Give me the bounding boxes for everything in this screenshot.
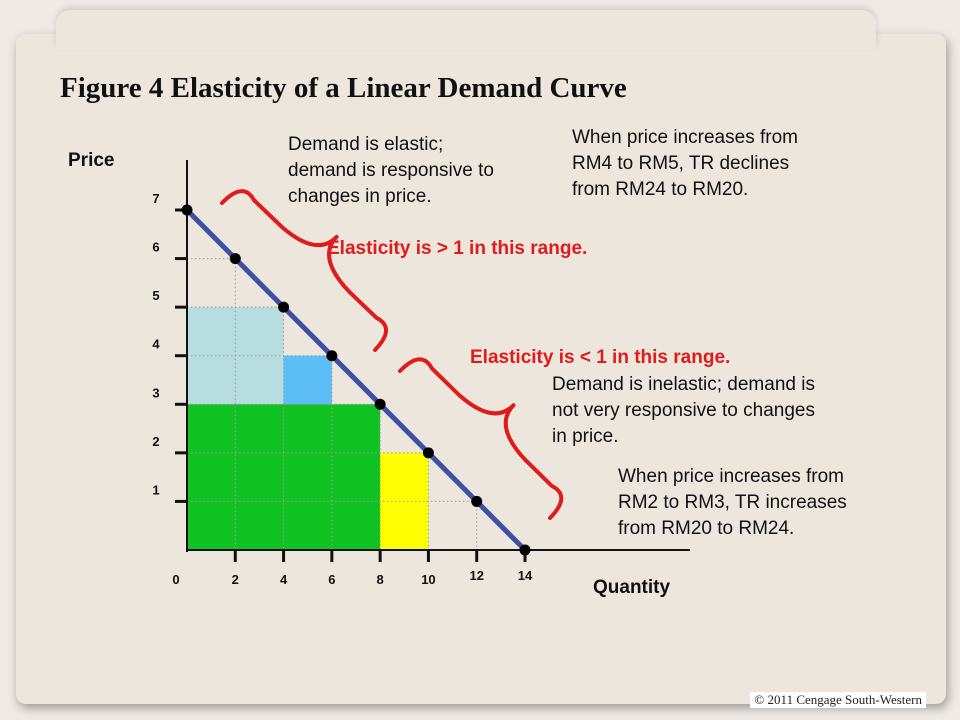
- elastic-range-brace: [220, 189, 389, 352]
- x-tick-label-2: 2: [232, 572, 239, 587]
- inelastic-range-label: Elasticity is < 1 in this range.: [470, 347, 731, 368]
- demand-point-4: [374, 398, 386, 410]
- inelastic-note-line-3: in price.: [552, 426, 619, 447]
- x-tick-label-4: 4: [280, 572, 288, 587]
- y-tick-label-7: 7: [152, 191, 159, 206]
- y-tick-label-1: 1: [152, 482, 159, 497]
- tr-decline-note: When price increases from RM4 to RM5, TR…: [572, 125, 798, 203]
- copyright-notice: © 2011 Cengage South-Western: [750, 692, 926, 708]
- demand-point-3: [326, 350, 338, 362]
- tr-decline-line-3: from RM24 to RM20.: [572, 179, 749, 200]
- y-tick-label-4: 4: [152, 337, 160, 352]
- elastic-note-line-1: Demand is elastic;: [288, 134, 444, 155]
- tr-increase-line-1: When price increases from: [618, 466, 844, 487]
- elastic-note: Demand is elastic; demand is responsive …: [288, 132, 494, 210]
- demand-point-6: [471, 495, 483, 507]
- elastic-range-label: Elasticity is > 1 in this range.: [327, 238, 588, 259]
- elastic-note-line-2: demand is responsive to: [288, 160, 494, 181]
- tr-increase-line-2: RM2 to RM3, TR increases: [618, 492, 847, 513]
- x-tick-label-10: 10: [421, 572, 435, 587]
- demand-line: [184, 207, 528, 553]
- x-tick-label-12: 12: [469, 568, 483, 583]
- x-tick-label-14: 14: [518, 568, 533, 583]
- y-tick-label-5: 5: [152, 288, 159, 303]
- x-axis-title: Quantity: [593, 577, 671, 598]
- tr-decline-line-2: RM4 to RM5, TR declines: [572, 153, 790, 174]
- demand-point-0: [181, 204, 193, 216]
- inelastic-note-line-1: Demand is inelastic; demand is: [552, 374, 815, 395]
- tr-increase-note: When price increases from RM2 to RM3, TR…: [618, 464, 847, 542]
- x-tick-label-6: 6: [328, 572, 335, 587]
- inelastic-note-line-2: not very responsive to changes: [552, 400, 815, 421]
- slide-card: [16, 34, 946, 704]
- slide-tab: [56, 10, 876, 50]
- tr-increase-line-3: from RM20 to RM24.: [618, 518, 795, 539]
- demand-point-5: [422, 447, 434, 459]
- inelastic-note: Demand is inelastic; demand is not very …: [552, 372, 815, 450]
- y-tick-label-3: 3: [152, 385, 159, 400]
- demand-point-7: [519, 544, 531, 556]
- y-tick-label-2: 2: [152, 434, 159, 449]
- y-axis-title: Price: [68, 150, 115, 171]
- figure-title: Figure 4 Elasticity of a Linear Demand C…: [60, 72, 627, 104]
- inelastic-range-brace: [398, 357, 564, 520]
- y-tick-label-6: 6: [152, 240, 159, 255]
- x-tick-label-8: 8: [377, 572, 384, 587]
- tr-decline-line-1: When price increases from: [572, 127, 798, 148]
- demand-point-1: [229, 253, 241, 265]
- revenue-area-1: [283, 355, 332, 405]
- demand-point-2: [278, 301, 290, 313]
- elastic-note-line-3: changes in price.: [288, 186, 432, 207]
- x-tick-label-0: 0: [172, 572, 179, 587]
